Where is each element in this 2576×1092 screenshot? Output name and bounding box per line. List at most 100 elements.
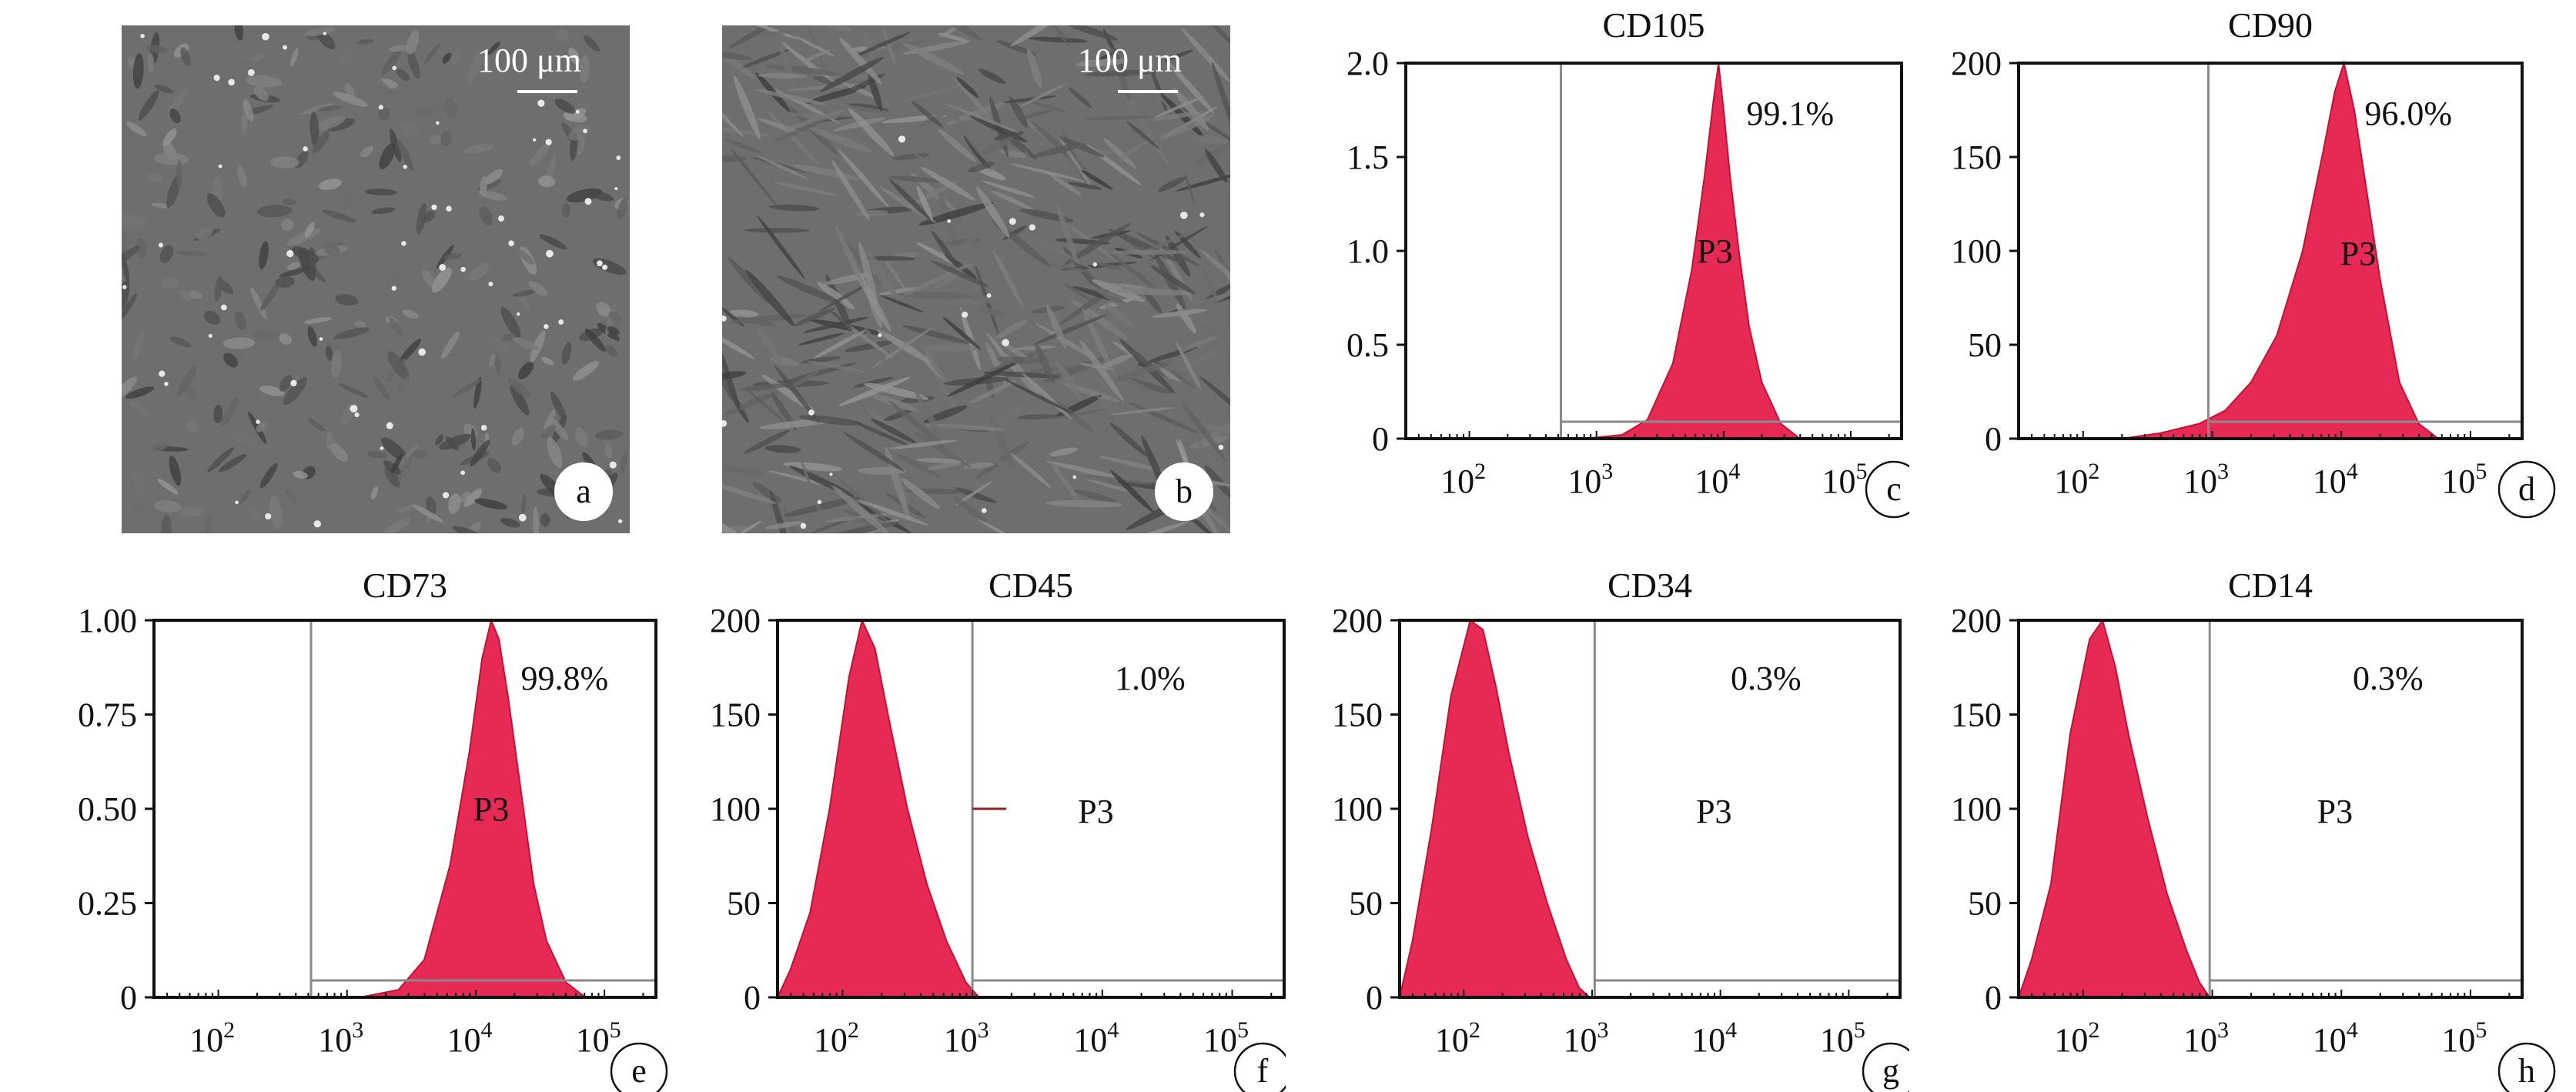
bright-cell	[617, 519, 623, 523]
cell	[764, 521, 803, 529]
cell	[139, 121, 167, 131]
micrograph-background	[122, 25, 630, 533]
cell	[931, 260, 989, 287]
cell	[511, 427, 524, 446]
cell	[562, 203, 570, 218]
cell	[738, 48, 791, 69]
cell	[590, 416, 614, 430]
y-tick-label: 1.0	[1347, 232, 1389, 270]
cell	[892, 153, 930, 160]
bright-cell	[290, 379, 297, 387]
cell	[946, 102, 1005, 125]
cell	[931, 230, 958, 269]
scale-bar	[517, 90, 577, 93]
cell	[1112, 249, 1187, 255]
cell	[205, 515, 212, 533]
y-tick-label: 0	[1985, 979, 2002, 1017]
cell	[451, 48, 462, 64]
cell	[474, 498, 507, 509]
cell	[1178, 335, 1219, 353]
cell	[1184, 173, 1196, 205]
bright-cell	[808, 409, 815, 416]
cell	[341, 192, 354, 209]
bright-cell	[247, 68, 255, 76]
cell	[179, 506, 203, 517]
cell	[1017, 414, 1058, 420]
cell	[384, 466, 400, 488]
x-tick-label: 104	[2313, 1017, 2358, 1059]
cell	[922, 344, 979, 352]
cell	[981, 136, 1014, 155]
percent-positive-label: 1.0%	[1115, 660, 1186, 697]
bright-cell	[140, 34, 145, 38]
bright-cell	[537, 99, 545, 107]
cell	[402, 309, 419, 319]
cell	[473, 376, 482, 409]
cell	[1157, 176, 1186, 192]
cell	[333, 92, 368, 107]
cell	[279, 267, 309, 278]
cell	[330, 443, 348, 462]
cell	[161, 276, 179, 289]
cell	[460, 491, 471, 503]
cell	[218, 453, 247, 473]
cell	[561, 342, 572, 365]
cell	[223, 352, 239, 368]
cell	[128, 399, 152, 418]
cell	[939, 25, 969, 38]
gate-label-p3: P3	[473, 790, 509, 828]
cell	[802, 49, 831, 62]
cell	[1084, 115, 1152, 121]
scale-bar-label: 100 μm	[477, 42, 581, 79]
bright-cell	[583, 129, 587, 134]
cell	[416, 202, 427, 235]
cell	[396, 139, 413, 172]
cell	[608, 311, 622, 323]
cell	[520, 493, 527, 516]
cell	[318, 179, 342, 190]
bright-cell	[392, 65, 396, 71]
cell	[1136, 232, 1201, 267]
chart-title: CD34	[1607, 566, 1692, 605]
bright-cell	[460, 266, 466, 272]
cell	[1164, 49, 1193, 62]
cell	[888, 400, 949, 450]
panel-label-c: c	[1886, 470, 1902, 508]
histogram-area	[2122, 60, 2441, 439]
y-tick-label: 50	[1968, 326, 2002, 364]
cell	[176, 250, 207, 256]
cell	[1063, 222, 1131, 265]
y-tick-label: 200	[1951, 602, 2002, 640]
cell	[435, 434, 444, 446]
bright-cell	[609, 461, 617, 469]
bright-cell	[350, 405, 358, 413]
cell	[888, 179, 932, 221]
cell	[304, 222, 315, 238]
x-tick-label: 104	[1691, 1017, 1737, 1059]
cell	[1025, 149, 1039, 182]
bright-cell	[283, 45, 287, 50]
cell	[867, 392, 919, 412]
cell	[135, 238, 147, 259]
cell	[1048, 25, 1069, 47]
cell	[161, 514, 172, 533]
cell	[1109, 252, 1160, 292]
cell	[983, 371, 1060, 378]
y-tick-label: 150	[1951, 696, 2002, 734]
cell	[995, 319, 1029, 339]
gate-label-p3: P3	[2317, 793, 2353, 830]
cell	[1013, 346, 1055, 351]
cell	[132, 329, 145, 363]
cell	[259, 463, 278, 489]
cell	[540, 356, 554, 366]
cell	[1117, 140, 1148, 161]
cell	[512, 337, 540, 351]
cell	[865, 248, 899, 301]
cell	[1046, 304, 1067, 349]
bright-cell	[962, 311, 969, 318]
cell	[825, 272, 876, 285]
cell	[1068, 87, 1092, 109]
cell	[801, 211, 855, 256]
x-tick-label: 102	[1440, 459, 1486, 500]
cell	[151, 441, 169, 452]
